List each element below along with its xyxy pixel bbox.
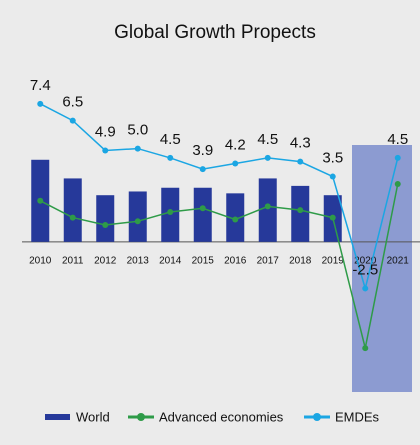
x-tick-label: 2021: [387, 255, 410, 266]
x-tick-label: 2019: [322, 255, 345, 266]
bar: [128, 191, 147, 242]
legend-swatch: [313, 413, 321, 421]
point: [167, 154, 174, 161]
point: [264, 154, 271, 161]
point: [264, 203, 271, 210]
value-label: -2.5: [352, 261, 378, 278]
x-tick-label: 2016: [224, 255, 247, 266]
value-label: 6.5: [62, 94, 83, 111]
point: [102, 222, 109, 229]
point: [329, 214, 336, 221]
value-label: 4.3: [290, 135, 311, 152]
highlight-band: [352, 145, 412, 392]
value-label: 4.5: [387, 131, 408, 148]
point: [199, 205, 206, 212]
point: [102, 147, 109, 154]
legend-label: EMDEs: [335, 409, 380, 424]
point: [167, 208, 174, 215]
chart-title: Global Growth Propects: [114, 22, 316, 43]
point: [232, 216, 239, 223]
legend-label: Advanced economies: [159, 409, 284, 424]
x-tick-label: 2015: [192, 255, 215, 266]
value-label: 3.5: [322, 150, 343, 167]
legend-label: World: [76, 409, 110, 424]
bar: [193, 187, 212, 242]
point: [69, 214, 76, 221]
x-tick-label: 2014: [159, 255, 182, 266]
legend-swatch: [137, 413, 145, 421]
x-tick-label: 2012: [94, 255, 117, 266]
bar: [96, 195, 115, 242]
value-label: 4.5: [160, 131, 181, 148]
bar: [291, 185, 310, 242]
value-label: 4.9: [95, 123, 116, 140]
point: [134, 145, 141, 152]
line: [39, 183, 399, 349]
point: [362, 285, 369, 292]
value-label: 4.5: [257, 131, 278, 148]
point: [394, 154, 401, 161]
point: [362, 345, 369, 352]
value-label: 7.4: [30, 77, 51, 94]
point: [297, 207, 304, 214]
value-label: 5.0: [127, 122, 148, 139]
value-label: 3.9: [192, 142, 213, 159]
legend-swatch: [45, 414, 70, 420]
point: [232, 160, 239, 167]
point: [69, 117, 76, 124]
bar: [63, 178, 82, 242]
x-tick-label: 2011: [62, 255, 84, 266]
point: [394, 181, 401, 188]
point: [37, 100, 44, 107]
value-label: 4.2: [225, 136, 246, 153]
x-tick-label: 2017: [257, 255, 280, 266]
point: [297, 158, 304, 165]
point: [199, 166, 206, 173]
x-tick-label: 2018: [289, 255, 312, 266]
point: [37, 197, 44, 204]
x-tick-label: 2013: [127, 255, 150, 266]
x-tick-label: 2010: [29, 255, 52, 266]
bar: [258, 178, 277, 242]
x-tick-label: 2020: [354, 255, 377, 266]
point: [329, 173, 336, 180]
point: [134, 218, 141, 225]
line: [39, 103, 399, 292]
